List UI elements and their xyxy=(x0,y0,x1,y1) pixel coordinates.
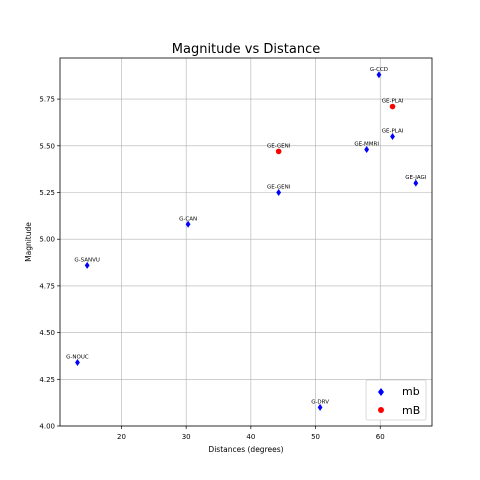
x-tick-label: 20 xyxy=(117,433,126,441)
point-mb xyxy=(413,179,419,187)
chart-title: Magnitude vs Distance xyxy=(172,42,320,57)
y-tick-label: 5.25 xyxy=(39,189,55,197)
plot-area xyxy=(60,58,432,426)
y-tick-label: 5.50 xyxy=(39,142,55,150)
point-mb xyxy=(185,220,191,228)
point-mb xyxy=(317,403,323,411)
point-label: GE-JAGI xyxy=(405,175,426,181)
legend-label-mB: mB xyxy=(402,404,420,417)
y-tick-label: 4.50 xyxy=(39,329,55,337)
point-label: GE-GENI xyxy=(267,143,291,149)
legend-marker-mB xyxy=(378,407,384,413)
point-label: G-CAN xyxy=(179,216,197,222)
data-points: G-NOUC G-SANVU G-CAN GE-GENI G-DRV GE-MMRI G-C… xyxy=(66,67,427,411)
y-tick-label: 4.25 xyxy=(39,376,55,384)
point-mb xyxy=(364,146,370,154)
point-label: G-DRV xyxy=(311,399,329,405)
y-tick-label: 5.75 xyxy=(39,96,55,104)
y-tick-label: 5.00 xyxy=(39,236,55,244)
point-label: G-NOUC xyxy=(66,354,89,360)
point-mb xyxy=(84,261,90,269)
x-tick-label: 60 xyxy=(376,433,385,441)
plot-frame xyxy=(59,57,433,427)
point-label: GE-PLAI xyxy=(382,128,404,134)
grid xyxy=(60,58,432,427)
legend-label-mb: mb xyxy=(402,385,420,398)
point-label: G-SANVU xyxy=(74,257,100,263)
point-mb xyxy=(276,188,282,196)
point-mb xyxy=(376,71,382,79)
x-axis-label: Distances (degrees) xyxy=(208,445,283,454)
y-tick-label: 4.75 xyxy=(39,282,55,290)
point-label: G-CCD xyxy=(370,67,388,73)
point-label: GE-MMRI xyxy=(354,142,379,148)
point-mb xyxy=(75,358,80,366)
point-label: GE-PLAI xyxy=(382,99,404,105)
x-tick-label: 30 xyxy=(182,433,191,441)
point-mB xyxy=(275,148,282,155)
y-tick-label: 4.00 xyxy=(39,423,55,431)
x-tick-label: 40 xyxy=(246,433,255,441)
y-axis-label: Magnitude xyxy=(24,222,33,262)
legend: mb mB xyxy=(365,379,427,421)
legend-marker-mb xyxy=(378,388,384,396)
x-tick-label: 50 xyxy=(311,433,320,441)
point-mb xyxy=(390,132,395,140)
point-mB xyxy=(389,103,396,110)
point-label: GE-GENI xyxy=(267,184,291,190)
axis-ticks: 20 30 40 50 60 4.00 4.25 4.50 4.75 5.00 5.25 5.50 5.… xyxy=(39,96,384,441)
